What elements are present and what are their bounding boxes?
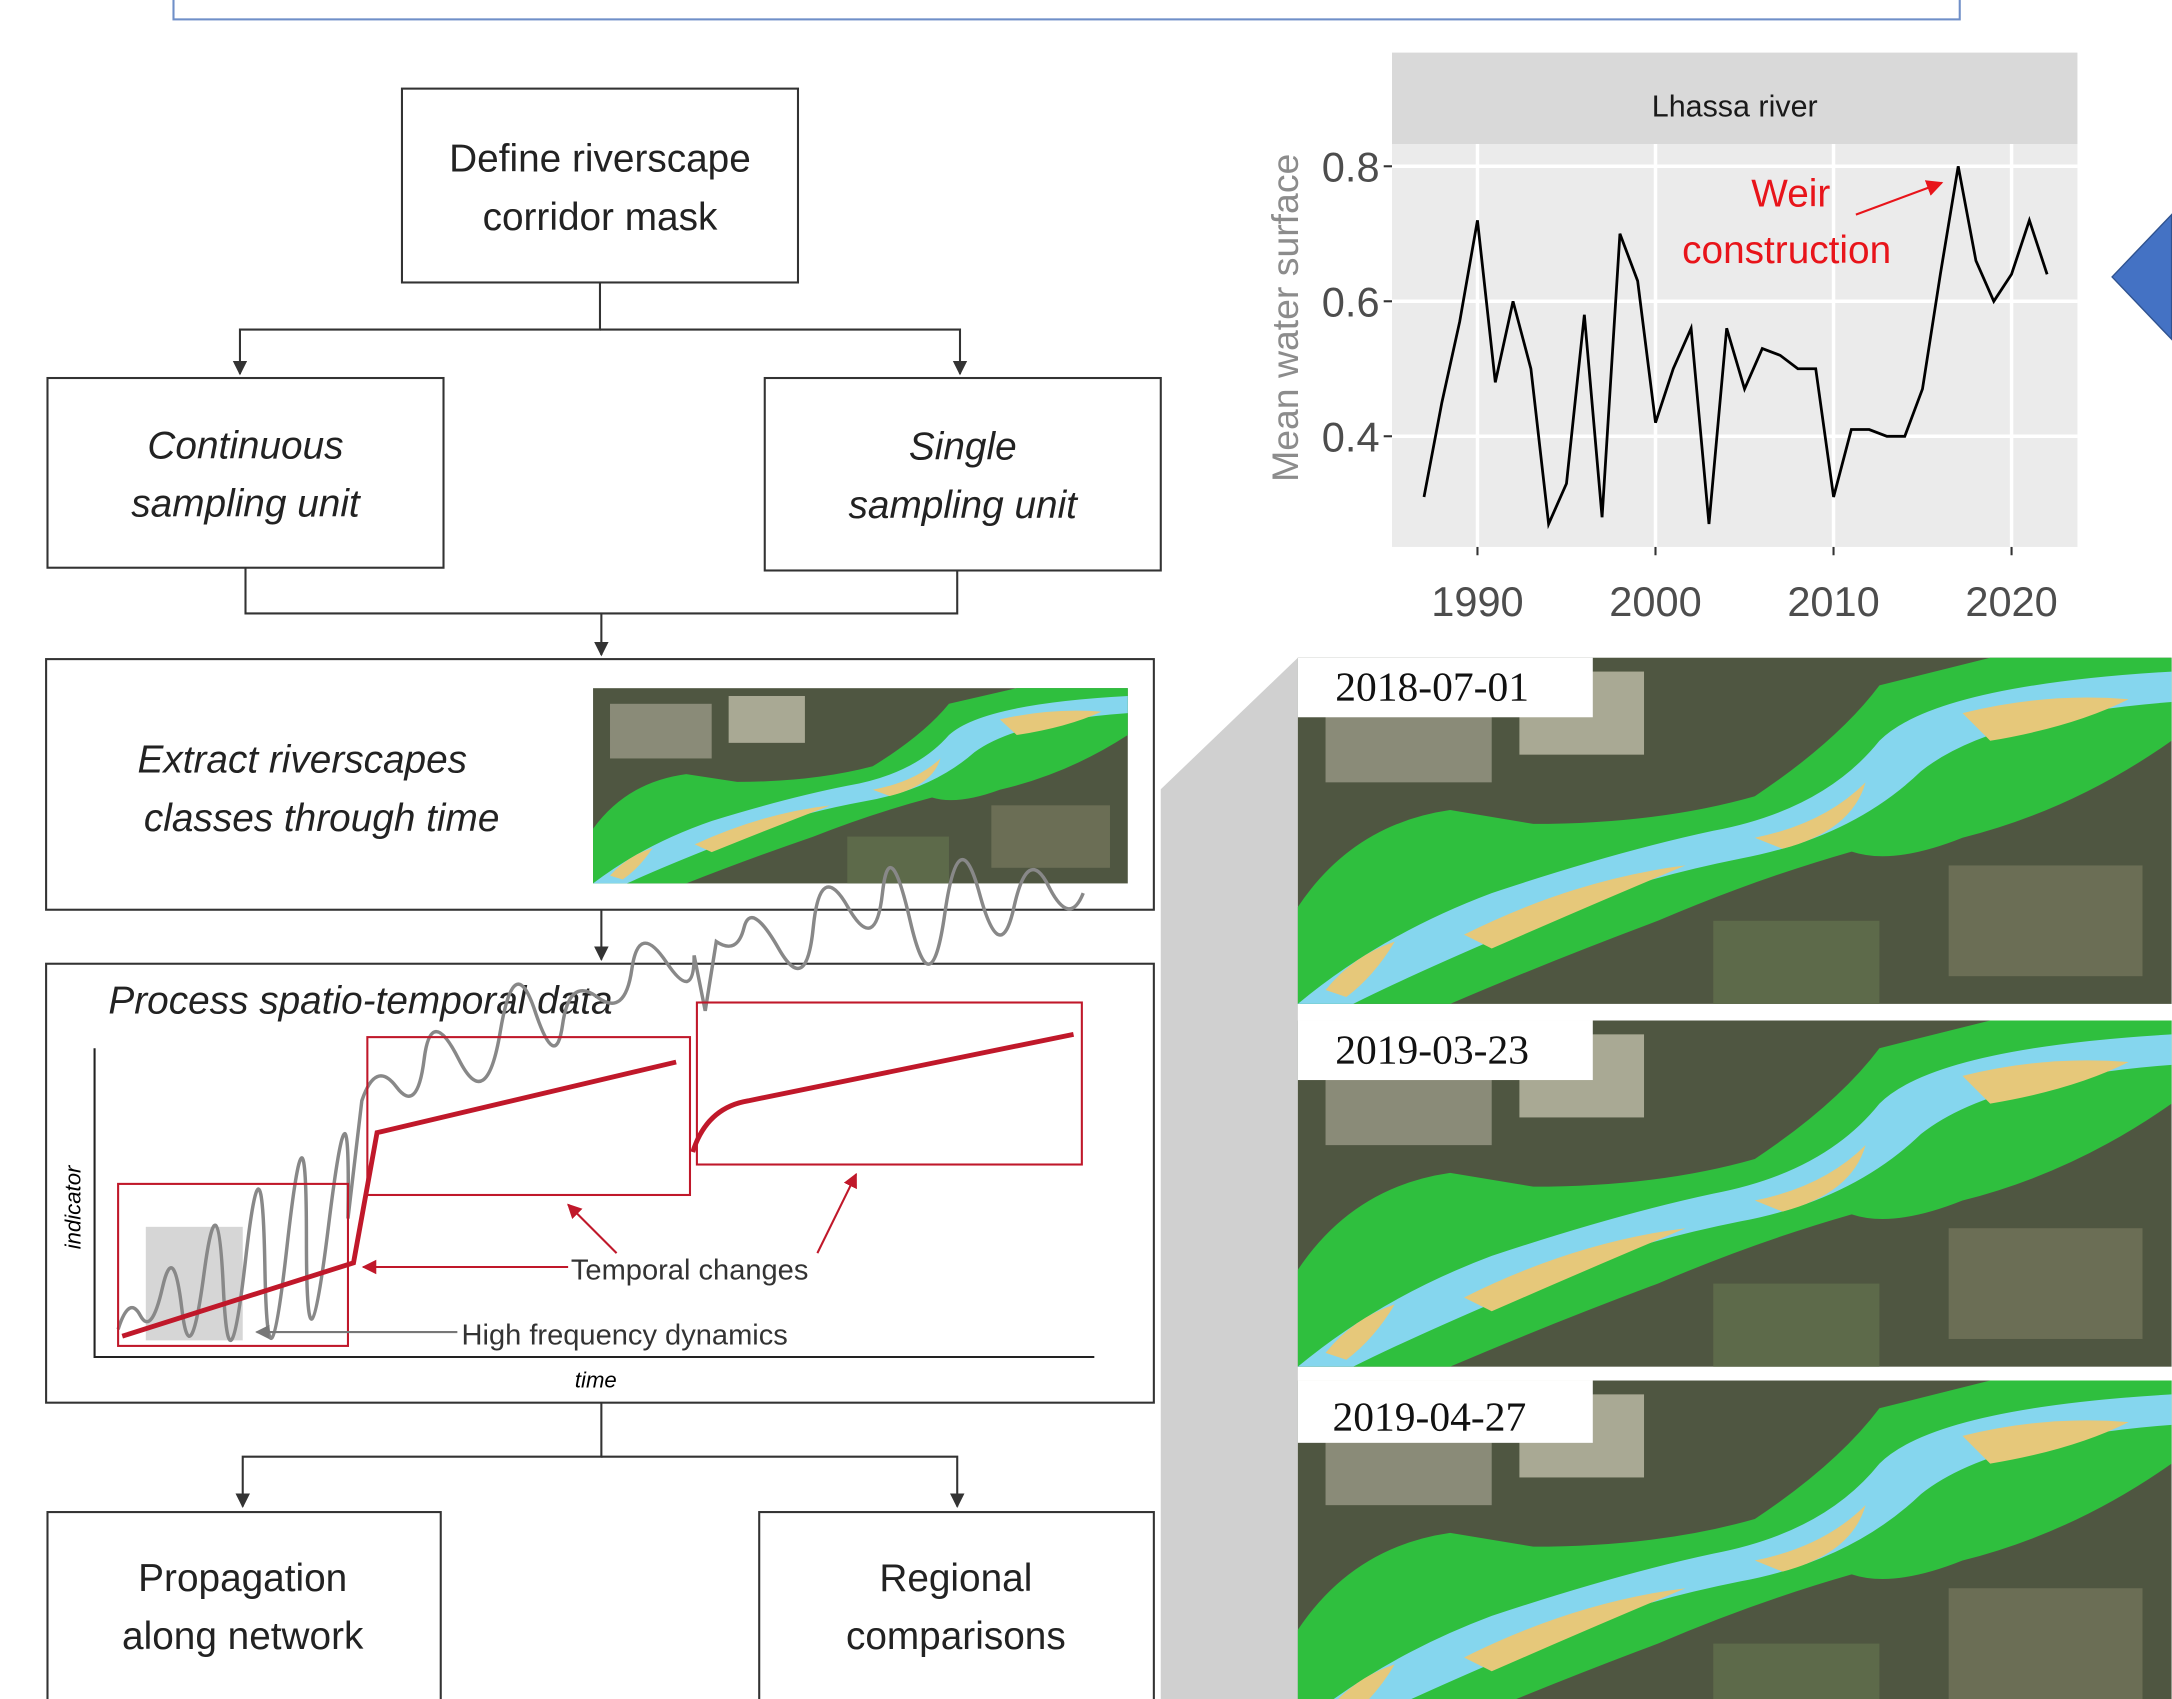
x-tick-label: 2010 xyxy=(1787,578,1879,625)
node-box xyxy=(46,1511,442,1699)
connector xyxy=(599,328,968,376)
node-label: Define riverscape xyxy=(449,138,751,181)
sketch-signal xyxy=(116,857,1085,1343)
connector xyxy=(232,282,602,376)
thumbnail xyxy=(593,688,1128,884)
y-axis-label: Mean water surface xyxy=(1264,154,1306,482)
annotation-arrow xyxy=(567,1203,618,1254)
node-box xyxy=(400,87,800,284)
sketch-x-label: time xyxy=(575,1367,617,1392)
connector xyxy=(601,1455,965,1508)
annotation-arrow xyxy=(1855,180,1944,216)
node-label: sampling unit xyxy=(131,482,362,525)
sketch-axes xyxy=(93,1048,1095,1359)
plot-bg xyxy=(1392,144,2078,547)
y-tick-label: 0.8 xyxy=(1322,144,1380,191)
x-tick-label: 1990 xyxy=(1431,578,1523,625)
banner xyxy=(172,0,1961,21)
node-label: along network xyxy=(122,1615,364,1658)
date-label: 2019-04-27 xyxy=(1332,1393,1526,1439)
strip xyxy=(1392,52,2078,145)
node-label: Continuous xyxy=(147,424,343,467)
connector xyxy=(235,1402,603,1508)
annotation-arrow xyxy=(816,1172,858,1254)
zoom-wedge xyxy=(1160,657,1298,1699)
node-label: classes through time xyxy=(144,797,500,840)
process-title: Process spatio-temporal data xyxy=(108,980,612,1023)
annotation: High frequency dynamics xyxy=(462,1320,788,1352)
date-box xyxy=(1297,1020,1593,1081)
date-box xyxy=(1297,1380,1593,1443)
annotation: Weir xyxy=(1751,172,1830,215)
sketch-frame xyxy=(117,1182,350,1347)
connector xyxy=(244,567,959,615)
chart-title: Lhassa river xyxy=(1652,89,1818,123)
annotation: construction xyxy=(1682,229,1891,272)
node-label: Single xyxy=(909,426,1017,469)
sketch-frame xyxy=(366,1036,692,1197)
date-label: 2019-03-23 xyxy=(1335,1026,1529,1072)
node-label: comparisons xyxy=(846,1615,1066,1658)
node-label: Regional xyxy=(879,1557,1032,1600)
node-label: corridor mask xyxy=(483,196,718,239)
x-tick-label: 2000 xyxy=(1609,578,1701,625)
annotation: Temporal changes xyxy=(571,1254,808,1286)
node-box xyxy=(46,376,445,569)
date-box xyxy=(1297,657,1593,718)
node-box xyxy=(758,1511,1155,1699)
y-tick-label: 0.4 xyxy=(1322,413,1380,460)
y-tick-label: 0.6 xyxy=(1322,278,1380,325)
x-tick-label: 2020 xyxy=(1965,578,2057,625)
node-box xyxy=(763,376,1162,572)
pointer-arrow xyxy=(2111,213,2172,341)
sketch-y-label: indicator xyxy=(61,1164,86,1249)
node-label: Extract riverscapes xyxy=(137,739,467,782)
date-label: 2018-07-01 xyxy=(1335,664,1529,710)
sketch-frame xyxy=(695,1001,1083,1166)
node-label: Propagation xyxy=(138,1557,347,1600)
node-label: sampling unit xyxy=(849,484,1080,527)
data-line xyxy=(1422,166,2049,530)
line-chart: Lhassa river 1990 2000 2010 2020 0.4 0.6 0.8 Mea… xyxy=(1264,52,2078,625)
